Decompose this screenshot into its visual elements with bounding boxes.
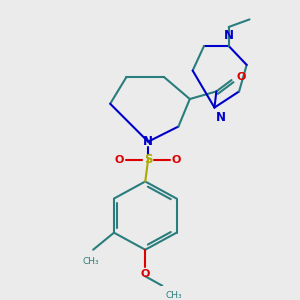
Text: O: O xyxy=(172,155,181,165)
Text: N: N xyxy=(216,111,226,124)
Text: O: O xyxy=(141,269,150,279)
Text: N: N xyxy=(143,135,153,148)
Text: O: O xyxy=(236,72,246,82)
Text: O: O xyxy=(115,155,124,165)
Text: N: N xyxy=(224,29,234,42)
Text: S: S xyxy=(144,153,152,166)
Text: CH₃: CH₃ xyxy=(83,257,100,266)
Text: CH₃: CH₃ xyxy=(165,290,182,299)
